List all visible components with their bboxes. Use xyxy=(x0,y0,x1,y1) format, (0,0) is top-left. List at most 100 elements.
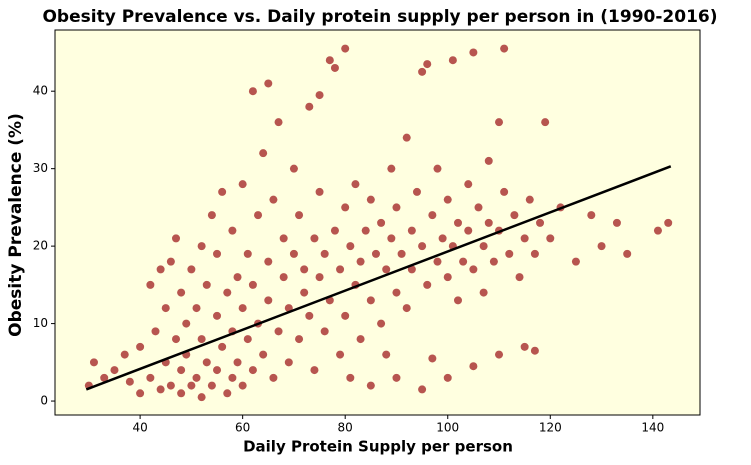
point xyxy=(295,211,304,220)
point xyxy=(248,280,257,289)
point xyxy=(238,304,247,313)
point xyxy=(264,79,273,88)
point xyxy=(259,149,268,158)
point xyxy=(469,48,478,57)
point xyxy=(464,226,473,235)
point xyxy=(218,342,227,351)
chart-title: Obesity Prevalence vs. Daily protein sup… xyxy=(42,7,717,27)
point xyxy=(525,195,534,204)
x-tick-label: 120 xyxy=(539,421,562,435)
point xyxy=(243,249,252,258)
y-axis-label: Obesity Prevalence (%) xyxy=(6,113,26,337)
point xyxy=(423,280,432,289)
point xyxy=(428,211,437,220)
point xyxy=(243,335,252,344)
point xyxy=(300,288,309,297)
point xyxy=(443,373,452,382)
trend-line xyxy=(85,165,672,391)
x-tick-label: 60 xyxy=(235,421,250,435)
x-axis-label: Daily Protein Supply per person xyxy=(243,438,513,456)
point xyxy=(510,211,519,220)
point xyxy=(418,242,427,251)
point xyxy=(254,211,263,220)
point xyxy=(597,242,606,251)
point xyxy=(407,226,416,235)
y-tick-label: 40 xyxy=(33,84,48,98)
point xyxy=(172,335,181,344)
point xyxy=(320,249,329,258)
point xyxy=(284,358,293,367)
point xyxy=(213,249,222,258)
point xyxy=(377,218,386,227)
point xyxy=(341,203,350,212)
y-tick-label: 0 xyxy=(40,394,48,408)
point xyxy=(223,288,232,297)
point xyxy=(315,91,324,100)
point xyxy=(161,304,170,313)
point xyxy=(464,180,473,189)
point xyxy=(269,373,278,382)
point xyxy=(279,234,288,243)
point xyxy=(182,319,191,328)
point xyxy=(438,234,447,243)
point xyxy=(207,381,216,390)
point xyxy=(459,257,468,266)
point xyxy=(433,164,442,173)
point xyxy=(479,288,488,297)
point xyxy=(664,218,673,227)
point xyxy=(541,118,550,127)
point xyxy=(484,218,493,227)
point xyxy=(392,373,401,382)
point xyxy=(315,273,324,282)
point xyxy=(382,265,391,274)
point xyxy=(228,226,237,235)
y-tick-label: 30 xyxy=(33,161,48,175)
point xyxy=(346,242,355,251)
point xyxy=(197,242,206,251)
point xyxy=(336,350,345,359)
point xyxy=(571,257,580,266)
point xyxy=(443,273,452,282)
point xyxy=(387,234,396,243)
point xyxy=(402,304,411,313)
point xyxy=(187,381,196,390)
point xyxy=(125,377,134,386)
point xyxy=(192,304,201,313)
point xyxy=(187,265,196,274)
point xyxy=(469,265,478,274)
point xyxy=(453,296,462,305)
point xyxy=(146,280,155,289)
point xyxy=(177,288,186,297)
x-tick-label: 140 xyxy=(641,421,664,435)
point xyxy=(418,67,427,76)
point xyxy=(330,226,339,235)
point xyxy=(197,393,206,402)
point xyxy=(228,373,237,382)
point xyxy=(305,311,314,320)
point xyxy=(213,366,222,375)
point xyxy=(351,180,360,189)
point xyxy=(238,180,247,189)
point xyxy=(474,203,483,212)
point xyxy=(305,102,314,111)
point xyxy=(453,218,462,227)
point xyxy=(387,164,396,173)
point xyxy=(530,249,539,258)
point xyxy=(500,187,509,196)
point xyxy=(156,265,165,274)
point xyxy=(356,257,365,266)
point xyxy=(366,381,375,390)
point xyxy=(166,257,175,266)
point xyxy=(223,389,232,398)
point xyxy=(418,385,427,394)
point xyxy=(238,381,247,390)
point xyxy=(500,44,509,53)
point xyxy=(587,211,596,220)
point xyxy=(264,257,273,266)
point xyxy=(392,203,401,212)
point xyxy=(172,234,181,243)
point xyxy=(325,56,334,65)
point xyxy=(469,362,478,371)
point xyxy=(520,342,529,351)
point xyxy=(371,249,380,258)
